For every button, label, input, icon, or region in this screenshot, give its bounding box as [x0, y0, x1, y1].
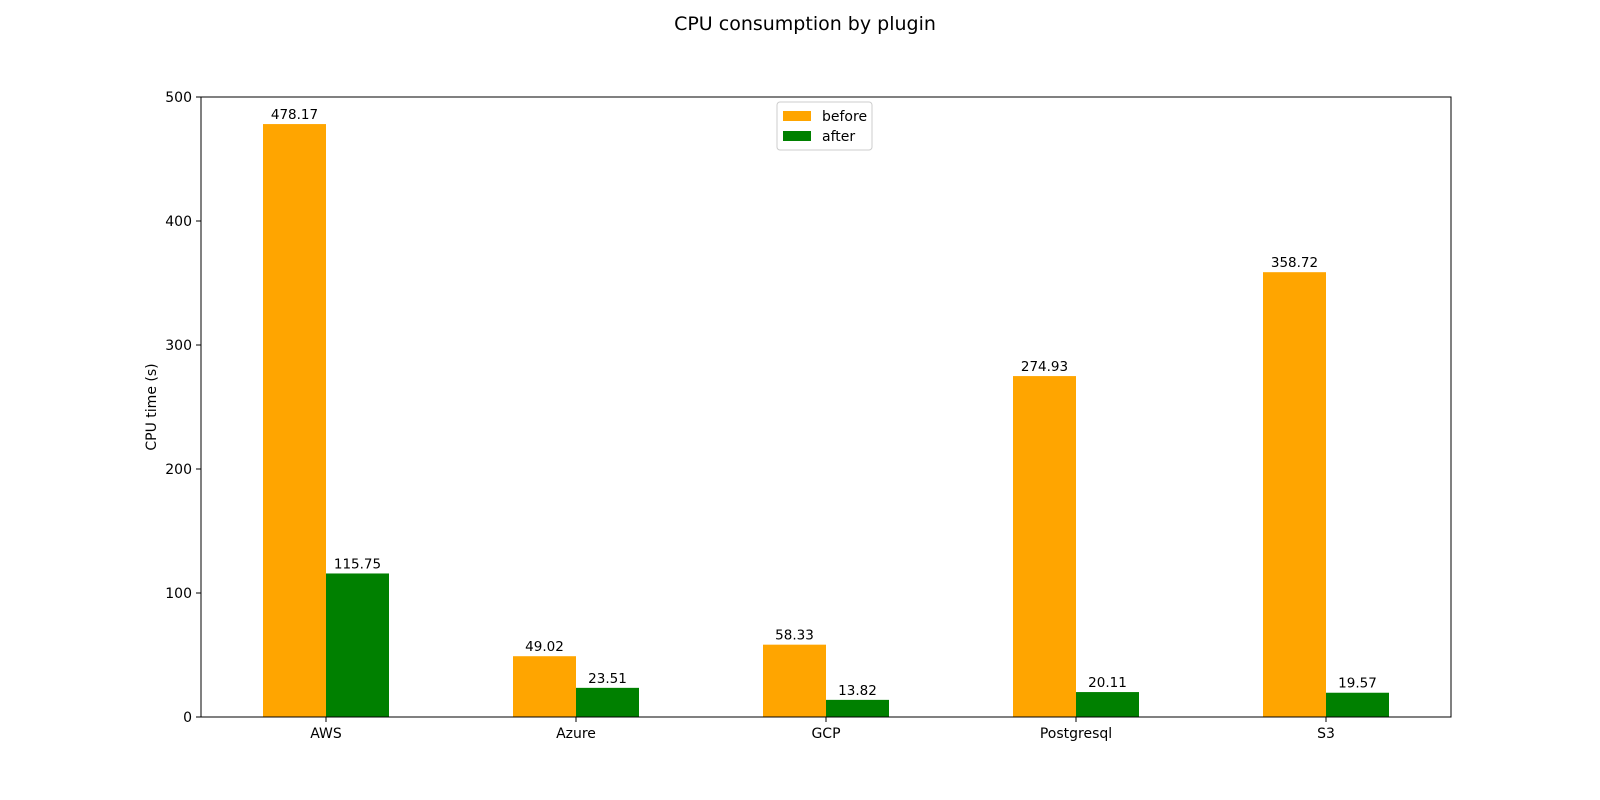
bar-before-postgresql [1013, 376, 1076, 717]
y-tick-label: 500 [165, 90, 192, 106]
chart-title: CPU consumption by plugin [674, 13, 936, 35]
y-tick-label: 400 [165, 214, 192, 230]
y-axis-label: CPU time (s) [144, 363, 160, 450]
x-tick-label: AWS [310, 726, 342, 742]
data-label-after-azure: 23.51 [588, 671, 627, 687]
y-tick-label: 100 [165, 586, 192, 602]
data-label-after-gcp: 13.82 [838, 683, 877, 699]
bar-before-s3 [1263, 272, 1326, 717]
data-label-before-s3: 358.72 [1271, 255, 1318, 271]
data-label-after-s3: 19.57 [1338, 676, 1377, 692]
y-tick-label: 0 [183, 710, 192, 726]
data-label-after-aws: 115.75 [334, 556, 381, 572]
bar-after-gcp [826, 699, 889, 717]
legend-label-after: after [822, 129, 855, 145]
bar-after-postgresql [1076, 692, 1139, 717]
x-tick-label: Azure [556, 726, 596, 742]
y-tick-label: 200 [165, 462, 192, 478]
legend-label-before: before [822, 109, 867, 125]
bar-after-s3 [1326, 692, 1389, 717]
legend-swatch-after [783, 131, 811, 141]
data-label-after-postgresql: 20.11 [1088, 675, 1127, 691]
bar-before-azure [513, 656, 576, 717]
bar-after-aws [326, 573, 389, 717]
y-tick-label: 300 [165, 338, 192, 354]
legend-swatch-before [783, 111, 811, 121]
bar-after-azure [576, 687, 639, 717]
x-tick-label: Postgresql [1040, 726, 1112, 742]
bar-before-gcp [763, 644, 826, 717]
x-tick-label: GCP [811, 726, 840, 742]
x-tick-label: S3 [1317, 726, 1335, 742]
bar-before-aws [263, 124, 326, 717]
plot-area: 478.17 49.02 58.33 274.93 358.72 115.75 23.51 1… [165, 90, 1452, 742]
data-label-before-gcp: 58.33 [775, 628, 814, 644]
data-label-before-postgresql: 274.93 [1021, 359, 1068, 375]
data-label-before-azure: 49.02 [525, 639, 564, 655]
data-label-before-aws: 478.17 [271, 107, 318, 123]
